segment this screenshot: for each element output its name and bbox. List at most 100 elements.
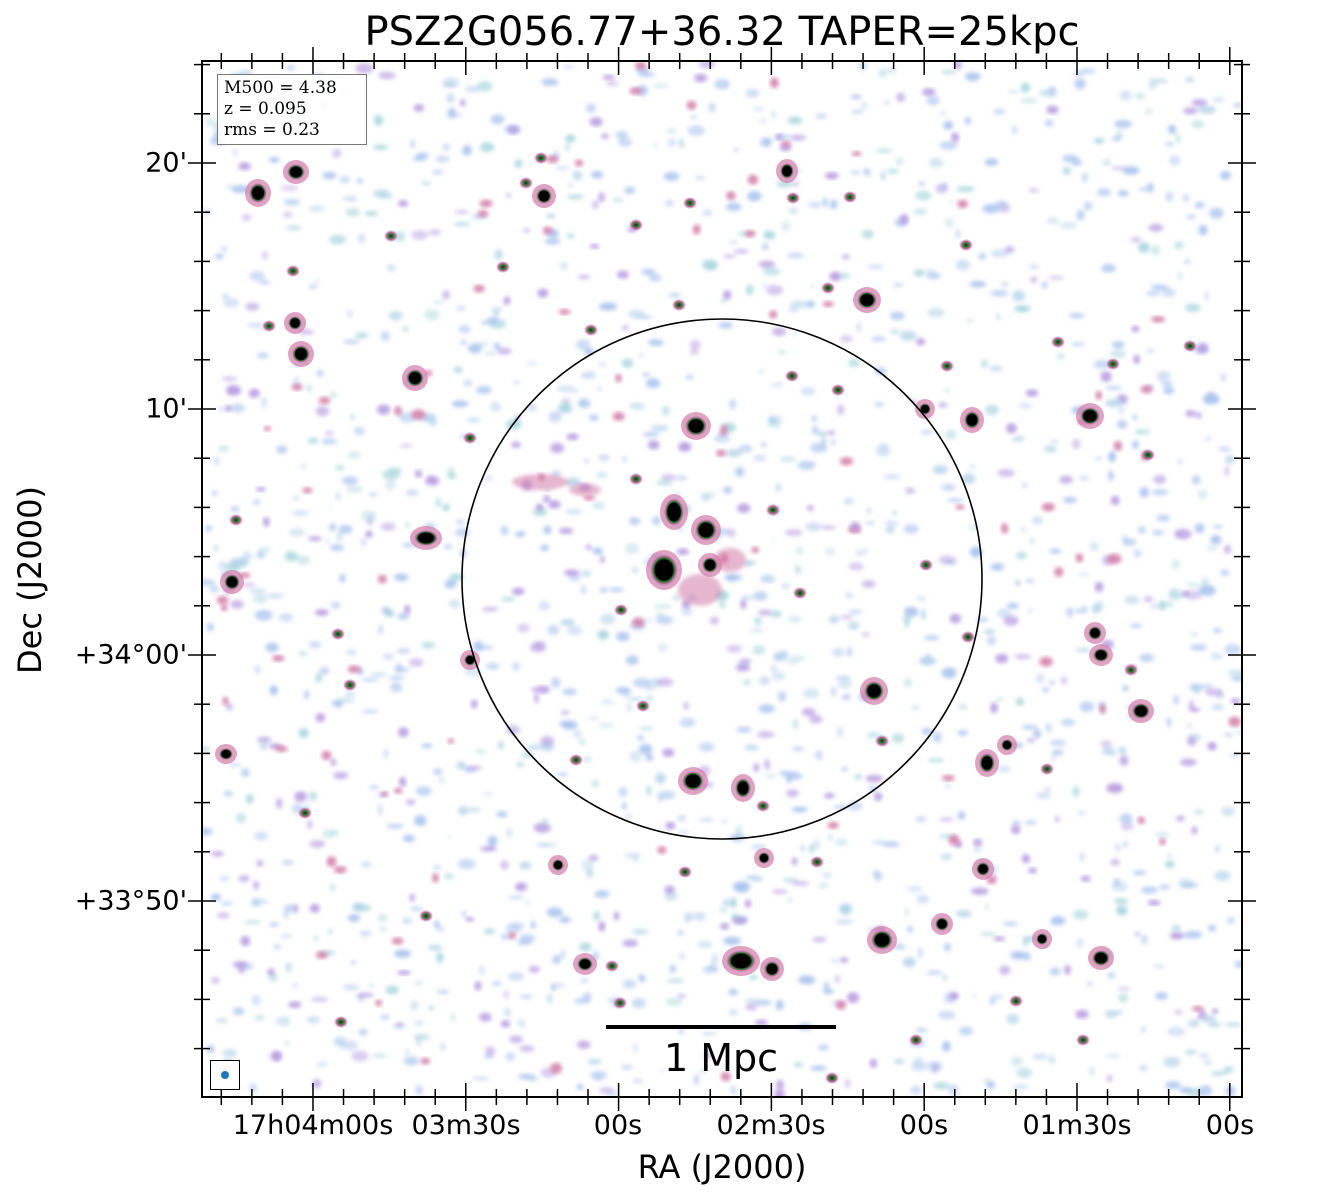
noise-blob [598,192,605,203]
emission-blob [397,727,409,738]
noise-blob [580,584,587,595]
noise-blob [265,642,279,653]
noise-blob [1042,687,1050,693]
noise-blob [911,705,920,711]
noise-blob [763,230,776,240]
emission-blob [542,495,551,503]
noise-blob [787,252,805,259]
noise-blob [1026,738,1035,743]
emission-blob [1107,553,1122,565]
noise-blob [1119,755,1129,766]
noise-blob [754,999,772,1006]
emission-blob [942,774,955,782]
noise-blob [342,476,358,485]
noise-blob [961,473,976,485]
noise-blob [1181,882,1199,888]
noise-blob [918,181,926,186]
noise-blob [702,209,713,217]
noise-blob [1075,647,1091,652]
noise-blob [839,335,853,343]
noise-blob [567,183,573,187]
noise-blob [397,612,409,620]
noise-blob [892,510,897,516]
noise-blob [848,359,860,368]
noise-blob [655,678,674,687]
noise-blob [847,610,863,614]
noise-blob [314,935,319,941]
noise-blob [413,1033,430,1041]
noise-blob [812,937,827,942]
x-tick-label: 00s [899,1110,949,1141]
noise-blob [449,573,464,581]
noise-blob [391,1025,407,1029]
noise-blob [480,846,498,851]
noise-blob [867,168,873,178]
noise-blob [1163,387,1175,395]
radio-source [864,681,884,701]
noise-blob [1202,393,1220,405]
noise-blob [851,109,864,115]
noise-emission-layer [202,61,1242,1097]
noise-blob [1198,584,1216,596]
noise-blob [538,601,550,611]
noise-blob [233,148,238,156]
noise-blob [225,184,234,190]
noise-blob [751,845,767,849]
radio-source [1001,739,1013,751]
noise-blob [254,831,269,841]
noise-blob [795,547,804,555]
noise-blob [775,483,782,492]
compact-source [672,299,686,311]
noise-blob [837,726,843,738]
noise-blob [1003,615,1019,626]
noise-blob [273,943,281,950]
noise-blob [612,197,624,203]
noise-blob [480,142,495,153]
noise-blob [457,858,476,870]
noise-blob [782,878,799,882]
noise-blob [1174,528,1192,540]
noise-blob [1025,83,1031,89]
emission-blob [1075,553,1084,563]
noise-blob [206,622,214,632]
emission-blob [536,685,550,694]
emission-blob [1094,581,1104,593]
noise-blob [1123,841,1128,848]
y-tick-label: 10' [145,393,187,425]
noise-blob [1116,1009,1123,1015]
cluster-info-box: M500 = 4.38 z = 0.095 rms = 0.23 [217,74,367,145]
noise-blob [598,454,610,461]
noise-blob [667,138,677,147]
noise-blob [431,169,444,175]
noise-blob [1151,603,1160,609]
noise-blob [361,538,367,547]
noise-blob [410,139,416,149]
noise-blob [805,300,816,308]
noise-blob [638,72,656,77]
noise-blob [1022,482,1028,489]
noise-blob [1071,158,1082,166]
noise-blob [986,636,997,646]
noise-blob [315,406,330,417]
emission-blob [537,288,549,298]
emission-blob [951,132,960,143]
noise-blob [646,785,652,796]
compact-source [875,735,889,747]
emission-blob [420,1057,431,1065]
noise-blob [653,603,672,610]
noise-blob [979,932,997,936]
noise-blob [572,170,583,181]
noise-blob [793,1062,804,1068]
noise-blob [256,550,266,560]
emission-blob [1147,899,1161,906]
emission-blob [288,1001,302,1009]
emission-blob [839,457,854,466]
noise-blob [863,548,869,552]
noise-blob [361,709,379,714]
noise-blob [865,521,875,525]
noise-blob [762,138,772,143]
radio-source [682,771,704,791]
emission-blob [583,495,595,501]
noise-blob [764,773,777,779]
noise-blob [923,655,932,666]
